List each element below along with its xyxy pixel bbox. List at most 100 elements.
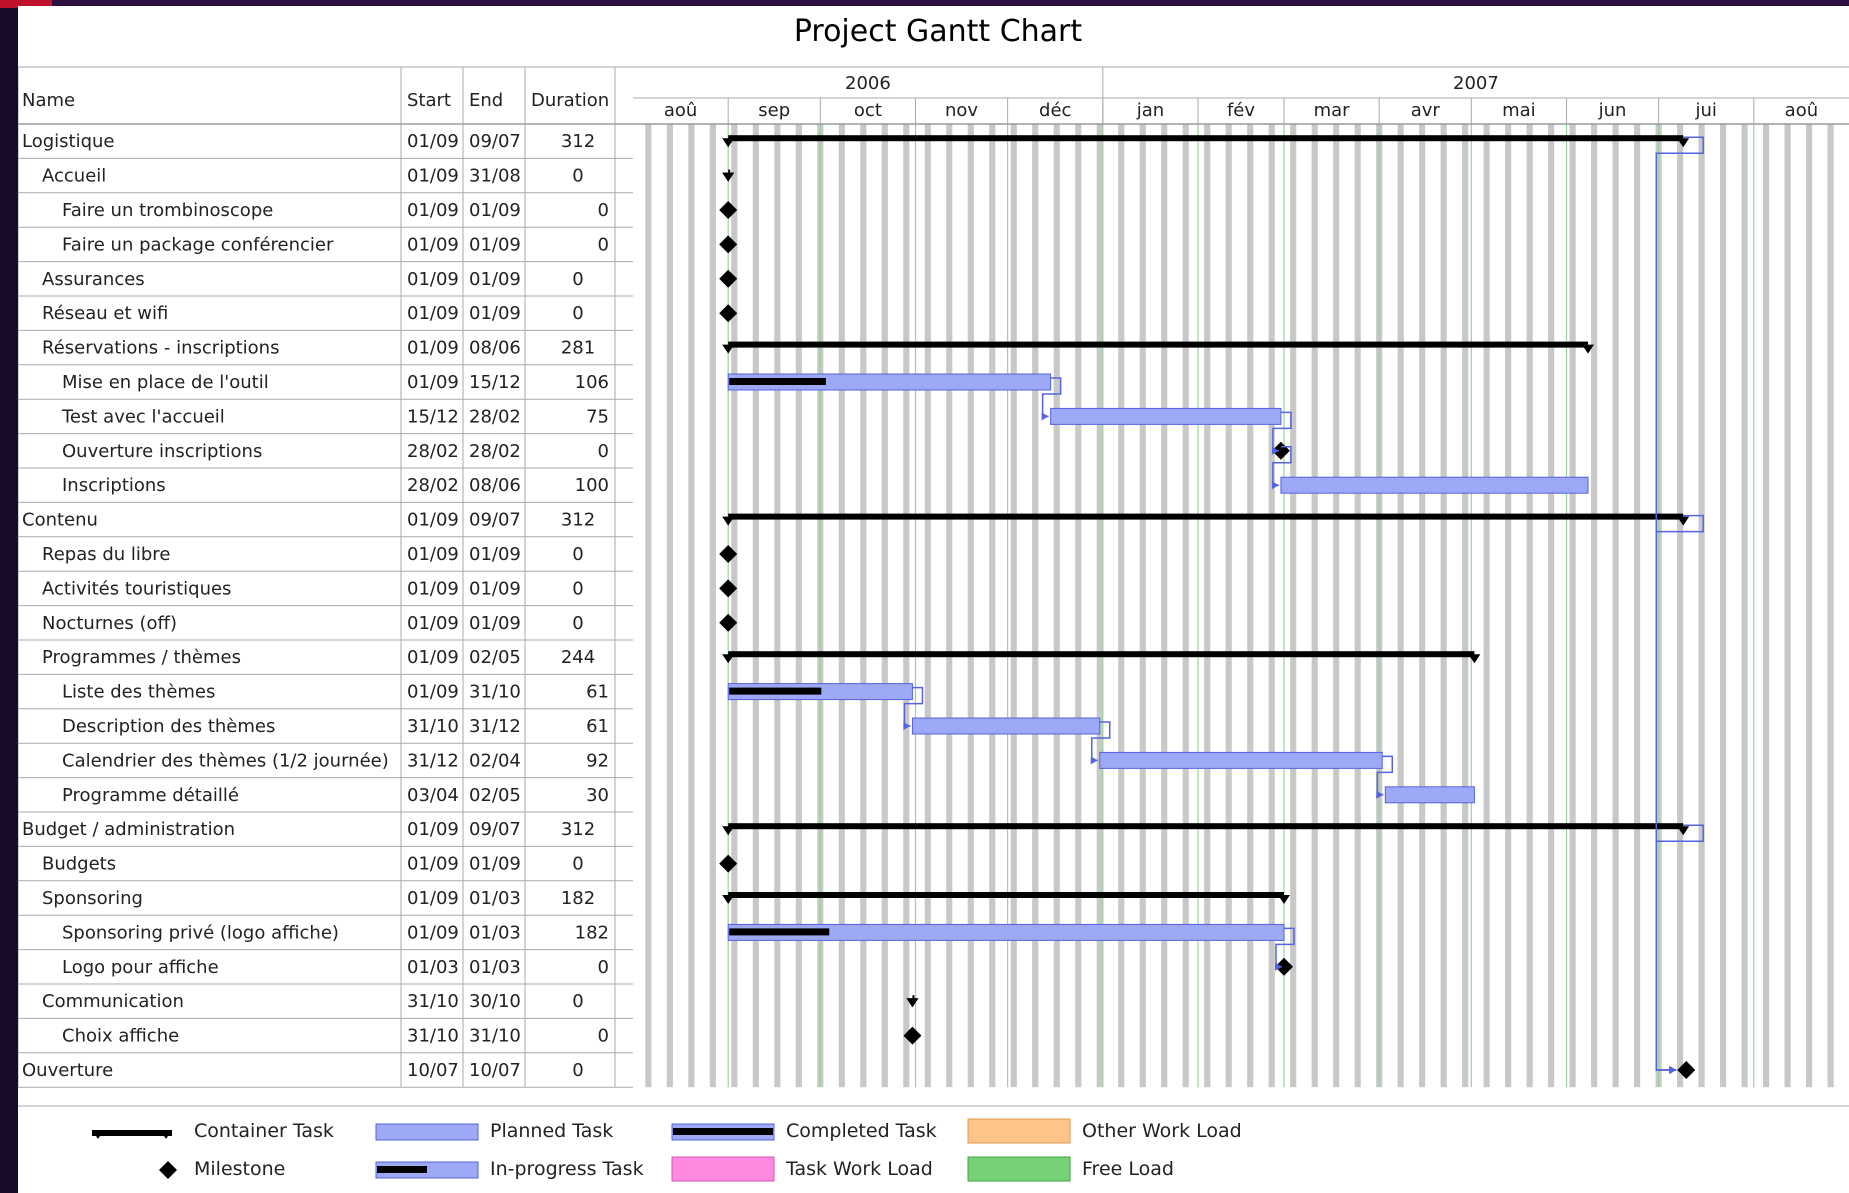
window-corner-accent — [0, 0, 52, 8]
weekend-stripe — [1612, 124, 1619, 1088]
task-duration: 182 — [561, 888, 595, 909]
month-label: sep — [758, 100, 790, 121]
month-label: jun — [1598, 100, 1627, 121]
weekend-stripe — [688, 124, 695, 1088]
task-duration: 100 — [575, 475, 609, 496]
container-start-marker — [722, 344, 735, 354]
task-end: 01/09 — [469, 269, 521, 290]
task-progress-bar — [729, 378, 826, 385]
task-duration: 0 — [598, 234, 609, 255]
task-end: 09/07 — [469, 510, 521, 531]
task-duration: 0 — [572, 166, 583, 187]
task-start: 10/07 — [407, 1060, 459, 1081]
task-duration: 312 — [561, 131, 595, 152]
task-end: 31/10 — [469, 1026, 521, 1047]
task-end: 01/09 — [469, 200, 521, 221]
task-end: 01/03 — [469, 922, 521, 943]
planned-task-bar — [727, 923, 1285, 941]
weekend-stripe — [1225, 124, 1232, 1088]
dependency-arrow — [1655, 824, 1704, 1071]
planned-task-bar — [1050, 407, 1282, 425]
task-name: Faire un trombinoscope — [62, 200, 273, 221]
weekend-stripe — [731, 124, 738, 1088]
weekend-stripe — [1182, 124, 1189, 1088]
milestone-marker — [719, 613, 738, 632]
container-bar — [728, 892, 1284, 898]
task-start: 31/10 — [407, 1026, 459, 1047]
milestone-marker — [719, 235, 738, 254]
task-end: 08/06 — [469, 475, 521, 496]
container-end-marker — [1677, 516, 1690, 526]
task-end: 02/05 — [469, 647, 521, 668]
task-start: 01/09 — [407, 854, 459, 875]
container-bar — [728, 823, 1684, 830]
weekend-stripe — [1075, 124, 1082, 1088]
column-header-start: Start — [407, 90, 451, 111]
container-end-marker — [1468, 654, 1481, 664]
task-end: 15/12 — [469, 372, 521, 393]
month-label: avr — [1411, 100, 1441, 121]
weekend-stripe — [1763, 124, 1770, 1088]
container-bar — [728, 513, 1684, 520]
task-start: 01/09 — [407, 819, 459, 840]
weekend-stripe — [838, 124, 845, 1088]
task-name: Activités touristiques — [42, 578, 231, 599]
task-duration: 106 — [575, 372, 609, 393]
legend-swatch-planned — [375, 1123, 479, 1141]
year-label: 2007 — [1453, 73, 1499, 94]
task-start: 01/09 — [407, 888, 459, 909]
task-start: 31/12 — [407, 750, 459, 771]
weekend-stripe — [1268, 124, 1275, 1088]
weekend-stripe — [1806, 124, 1813, 1088]
legend-swatch-container — [92, 1130, 172, 1139]
task-start: 01/09 — [407, 234, 459, 255]
task-duration: 0 — [572, 1060, 583, 1081]
milestone-marker — [719, 269, 738, 288]
legend-item-planned: Planned Task — [374, 1116, 674, 1146]
legend-item-freeload: Free Load — [966, 1154, 1266, 1184]
legend-label-freeload: Free Load — [1082, 1158, 1174, 1180]
legend-swatch-milestone — [159, 1161, 177, 1179]
weekend-stripe — [1247, 124, 1254, 1088]
task-duration: 61 — [586, 682, 609, 703]
container-bar — [728, 341, 1588, 348]
task-progress-bar — [729, 928, 830, 936]
dependency-arrows — [903, 136, 1704, 1074]
weekend-stripe — [1569, 124, 1576, 1088]
task-end: 01/09 — [469, 544, 521, 565]
weekend-stripe — [1827, 124, 1834, 1088]
weekend-stripe — [1096, 124, 1103, 1088]
legend-item-milestone: Milestone — [82, 1154, 382, 1184]
task-start: 01/03 — [407, 957, 459, 978]
task-start: 28/02 — [407, 441, 459, 462]
task-duration: 0 — [598, 200, 609, 221]
weekend-stripe — [1118, 124, 1125, 1088]
task-progress-bar — [729, 687, 822, 695]
task-end: 31/12 — [469, 716, 521, 737]
task-duration: 0 — [598, 957, 609, 978]
month-label: jan — [1136, 100, 1164, 121]
task-duration: 312 — [561, 510, 595, 531]
weekend-stripe — [1333, 124, 1340, 1088]
milestone-marker — [719, 545, 738, 563]
task-start: 01/09 — [407, 166, 459, 187]
task-duration: 30 — [586, 785, 609, 806]
container-end-marker — [1581, 344, 1594, 354]
task-start: 01/09 — [407, 200, 459, 221]
dependency-arrowhead — [903, 722, 911, 730]
task-name: Contenu — [22, 510, 98, 531]
weekend-stripe — [1483, 124, 1490, 1088]
dependency-arrowhead — [1090, 756, 1098, 765]
container-end-marker — [906, 998, 919, 1008]
month-label: mar — [1314, 100, 1351, 121]
task-duration: 0 — [572, 991, 583, 1012]
legend-label-completed: Completed Task — [786, 1120, 937, 1142]
weekend-stripe — [1204, 124, 1211, 1088]
month-label: aoû — [1785, 100, 1818, 121]
task-duration: 0 — [572, 303, 583, 324]
weekend-stripe — [774, 124, 781, 1088]
gantt-chart-frame: Project Gantt Chart Name Start End Durat… — [18, 6, 1849, 1193]
weekend-stripe — [1548, 124, 1555, 1088]
task-start: 28/02 — [407, 475, 459, 496]
task-start: 31/10 — [407, 716, 459, 737]
